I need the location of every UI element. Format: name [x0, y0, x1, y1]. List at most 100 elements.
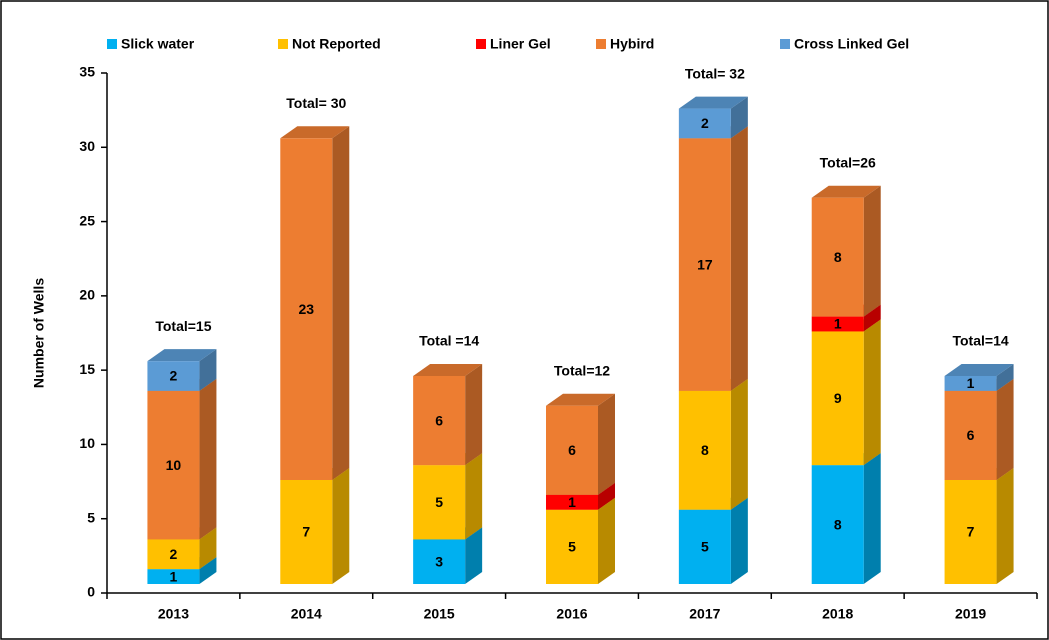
bar — [546, 509, 598, 584]
data-label: 8 — [701, 442, 709, 458]
bar-side — [863, 453, 881, 584]
bar-side — [332, 468, 350, 584]
data-label: 2 — [170, 546, 178, 562]
bar-side — [465, 527, 483, 584]
data-label: 1 — [967, 375, 975, 391]
x-tick-label: 2018 — [822, 606, 853, 622]
data-label: 8 — [834, 249, 842, 265]
x-tick-label: 2014 — [291, 606, 322, 622]
bar-side — [996, 468, 1014, 584]
bar-side — [863, 304, 881, 332]
bar-side — [996, 378, 1014, 480]
legend-swatch — [476, 39, 486, 49]
x-tick-label: 2016 — [556, 606, 587, 622]
bar-side — [199, 527, 217, 570]
bar-top — [147, 349, 217, 362]
data-label: 2 — [701, 115, 709, 131]
y-tick-label: 30 — [79, 138, 95, 154]
bar-side — [465, 364, 483, 466]
bar — [546, 494, 598, 510]
y-tick-label: 35 — [79, 64, 95, 80]
data-label: 9 — [834, 390, 842, 406]
total-label: Total=12 — [554, 362, 610, 378]
data-label: 5 — [568, 539, 576, 555]
legend-swatch — [596, 39, 606, 49]
y-tick-label: 20 — [79, 287, 95, 303]
data-label: 8 — [834, 516, 842, 532]
bar — [413, 539, 466, 584]
bar-side — [863, 185, 881, 317]
bar-side — [199, 349, 217, 391]
data-label: 1 — [170, 568, 178, 584]
legend-swatch — [780, 39, 790, 49]
bar — [944, 390, 997, 480]
bar — [413, 376, 466, 466]
bar — [811, 465, 864, 584]
bar-top — [546, 393, 615, 406]
bar — [147, 361, 200, 391]
bar-side — [199, 557, 217, 584]
data-label: 6 — [568, 442, 576, 458]
bar — [280, 138, 333, 481]
bar — [811, 197, 864, 317]
bar-side — [996, 364, 1014, 391]
bar-side — [598, 482, 615, 510]
x-tick-label: 2015 — [424, 606, 455, 622]
x-tick-label: 2013 — [158, 606, 189, 622]
bar-top — [678, 96, 748, 109]
data-label: 3 — [435, 553, 443, 569]
x-tick-label: 2017 — [689, 606, 720, 622]
bar — [944, 480, 997, 584]
data-label: 1 — [834, 316, 842, 332]
y-tick-label: 15 — [79, 361, 95, 377]
total-label: Total=15 — [155, 318, 211, 334]
bar — [546, 405, 598, 495]
data-label: 7 — [302, 524, 310, 540]
legend-label: Slick water — [121, 36, 195, 52]
data-label: 6 — [967, 427, 975, 443]
y-axis-label: Number of Wells — [31, 278, 47, 388]
total-label: Total=26 — [820, 154, 876, 170]
data-label: 17 — [697, 256, 713, 272]
bar-side — [199, 378, 217, 540]
bar-side — [465, 453, 483, 540]
data-label: 5 — [701, 539, 709, 555]
total-label: Total=14 — [952, 333, 1008, 349]
bar — [811, 331, 864, 466]
bar — [147, 569, 200, 584]
y-tick-label: 10 — [79, 435, 95, 451]
bar — [944, 376, 997, 391]
bar — [678, 509, 731, 584]
bar — [678, 390, 731, 510]
data-label: 1 — [568, 494, 576, 510]
legend-label: Not Reported — [292, 36, 381, 52]
bar — [147, 390, 200, 540]
legend-label: Cross Linked Gel — [794, 36, 909, 52]
y-tick-label: 5 — [87, 509, 95, 525]
bar-side — [598, 393, 615, 495]
total-label: Total= 32 — [685, 65, 745, 81]
x-tick-label: 2019 — [955, 606, 986, 622]
legend-swatch — [107, 39, 117, 49]
data-label: 6 — [435, 412, 443, 428]
total-label: Total =14 — [419, 333, 479, 349]
data-label: 10 — [166, 457, 182, 473]
bar-top — [280, 126, 350, 139]
bar-top — [413, 364, 483, 376]
bar-side — [332, 126, 350, 481]
data-label: 23 — [298, 301, 314, 317]
legend-label: Hybird — [610, 36, 654, 52]
data-label: 5 — [435, 494, 443, 510]
bar-top — [944, 364, 1014, 376]
bar-side — [730, 497, 748, 584]
data-label: 7 — [967, 524, 975, 540]
y-tick-label: 0 — [87, 584, 95, 600]
bar — [678, 138, 731, 391]
bar-side — [730, 378, 748, 510]
legend-swatch — [278, 39, 288, 49]
bar — [678, 108, 731, 139]
bar-top — [811, 185, 881, 198]
y-tick-label: 25 — [79, 212, 95, 228]
bar-side — [598, 497, 615, 584]
